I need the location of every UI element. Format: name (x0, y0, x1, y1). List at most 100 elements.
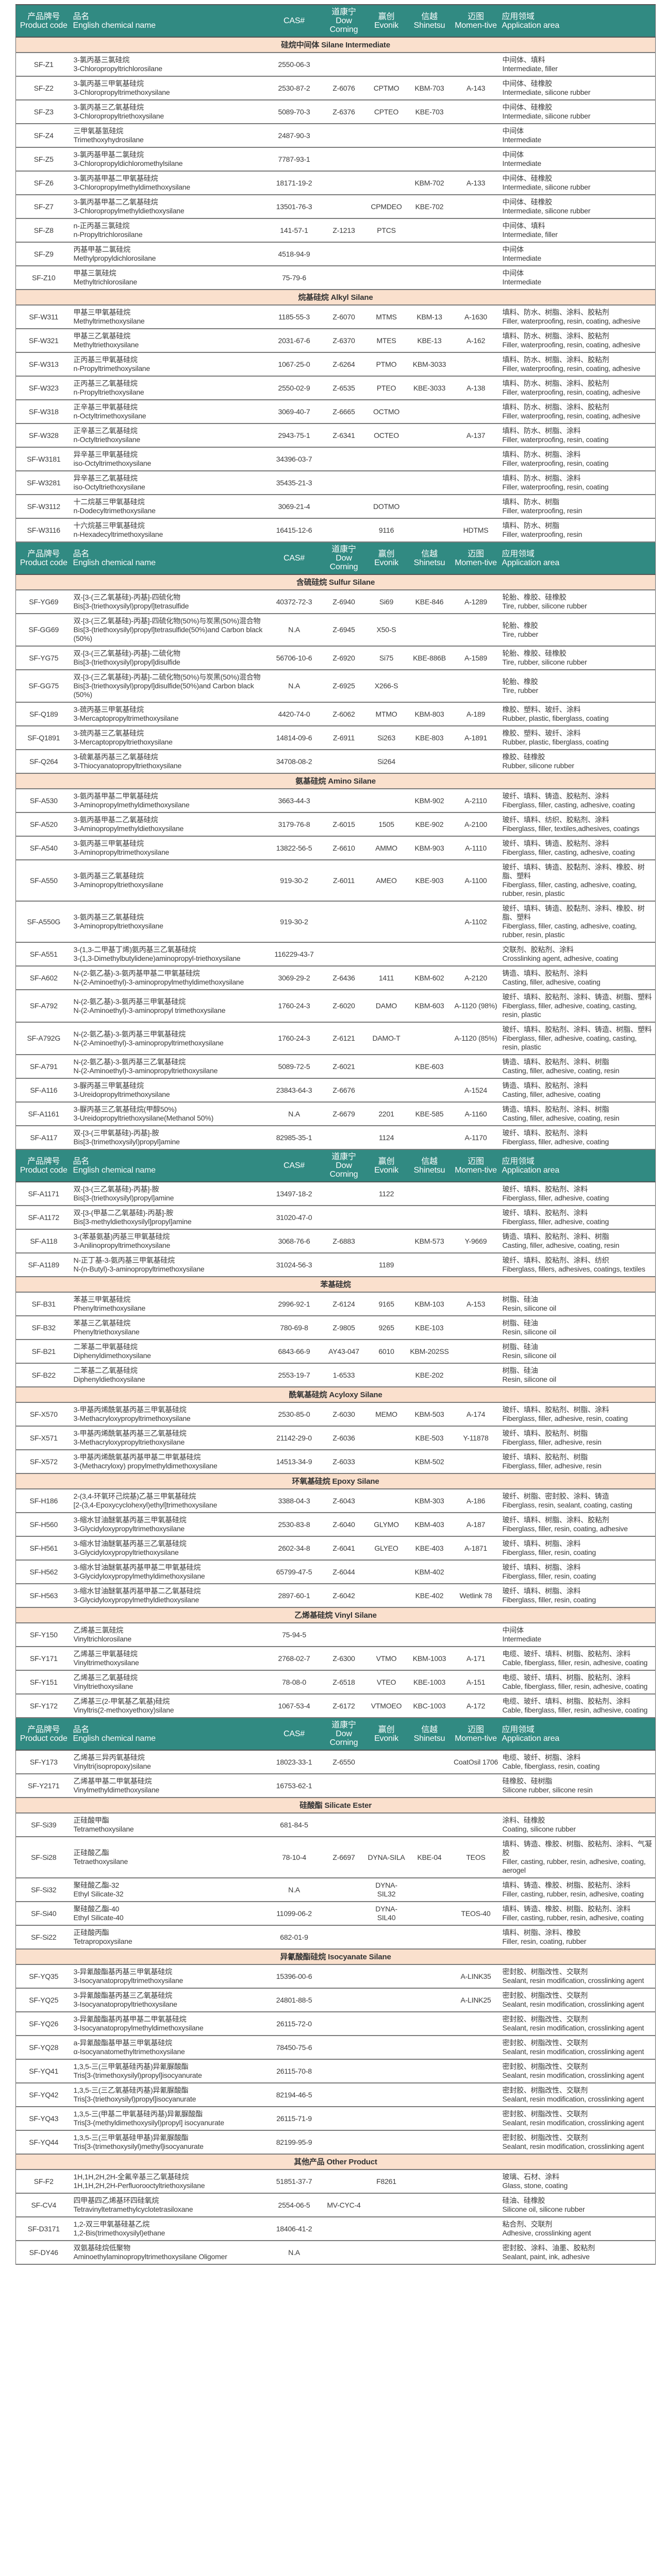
dow-cell: Z-6070 (322, 305, 365, 329)
product-code: SF-A520 (15, 812, 72, 837)
evonik-cell: Si263 (365, 726, 408, 750)
momentive-cell (451, 195, 501, 219)
product-code: SF-W328 (15, 423, 72, 448)
table-row: SF-Y171 乙烯基三甲氧基硅烷 Vinyltrimethoxysilane 276… (15, 1647, 656, 1671)
chemical-name-en: Ethyl Silicate-40 (73, 1913, 124, 1922)
evonik-cell (365, 471, 408, 495)
chemical-name-zh: 双-[3-(三乙氧基硅)-丙基]-二硫化物(50%)与炭黑(50%)混合物 (73, 673, 261, 681)
chemical-name-en: N-(2-Aminoethyl)-3-aminopropyl trimethox… (73, 1006, 226, 1014)
shinetsu-cell (407, 2170, 452, 2194)
application-en: Casting, filler, adhesive, coating, resi… (502, 1066, 620, 1075)
application-en: Glass, stone, coating (502, 2181, 568, 2190)
application-en: Fiberglass, filler, adhesive, coating, c… (502, 1002, 637, 1019)
cas-cell: 26115-70-8 (265, 2059, 323, 2083)
application-area: 密封胶、树脂改性、交联剂 Sealant, resin modification,… (500, 2083, 656, 2107)
evonik-cell: 9116 (365, 518, 408, 543)
table-row: SF-GG75 双-[3-(三乙氧基硅)-丙基]-二硫化物(50%)与炭黑(50%… (15, 670, 656, 703)
cas-cell: 5089-70-3 (265, 100, 323, 124)
momentive-cell: A-1891 (451, 726, 501, 750)
section-title: 苯基硅烷 (15, 1277, 656, 1293)
application-zh: 中间体 (502, 245, 524, 253)
column-header-dow-en: Dow Corning (329, 554, 358, 571)
table-row: SF-W3281 异辛基三乙氧基硅烷 iso-Octyltriethoxysilan… (15, 471, 656, 495)
product-code: SF-B32 (15, 1316, 72, 1340)
chemical-name-zh: 3-甲基丙烯酰氧基丙基甲基二甲氧基硅烷 (73, 1453, 201, 1461)
application-en: Filler, casting, rubber, resin, adhesive… (502, 1890, 644, 1898)
shinetsu-cell (407, 423, 452, 448)
chemical-name: 苯基三乙氧基硅烷 Phenyltriethoxysilane (71, 1316, 266, 1340)
momentive-cell (451, 1206, 501, 1230)
dow-cell: Z-6535 (322, 376, 365, 400)
product-code: SF-H563 (15, 1584, 72, 1608)
column-header-evonik: 赢创 Evonik (365, 4, 408, 38)
momentive-cell (451, 471, 501, 495)
dow-cell: Z-6021 (322, 1055, 365, 1079)
shinetsu-cell (407, 750, 452, 774)
application-en: Filler, waterproofing, resin, coating, a… (502, 317, 641, 325)
chemical-name-zh: 3-氨丙基甲基二甲氧基硅烷 (73, 792, 158, 800)
chemical-name-zh: N-(2-氨乙基)-3-氨丙基三乙氧基硅烷 (73, 1058, 186, 1066)
shinetsu-cell: KBM-1003 (407, 1647, 452, 1671)
application-en: Intermediate (502, 278, 542, 286)
table-row: SF-W3112 十二烷基三甲氧基硅烷 n-Dodecyltrimethoxysil… (15, 495, 656, 519)
application-en: Fiberglass, filler, casting, adhesive, c… (502, 922, 637, 939)
chemical-name-en: Methylpropyldichlorosilane (73, 254, 156, 262)
momentive-cell (451, 100, 501, 124)
evonik-cell (365, 242, 408, 266)
dow-cell: Z-6076 (322, 76, 365, 100)
application-zh: 玻纤、填料、铸造、胶粘剂、涂料 (502, 792, 609, 800)
application-area: 轮胎、橡胶、硅橡胶 Tire, rubber, silicone rubber (500, 646, 656, 670)
cas-cell: N.A (265, 2241, 323, 2265)
application-zh: 填料、铸造、橡胶、树脂、胶粘剂、涂料 (502, 1881, 631, 1889)
chemical-name: 正丙基三甲氧基硅烷 n-Propyltrimethoxysilane (71, 352, 266, 377)
column-header-momentive-zh: 迈图 (468, 549, 484, 558)
shinetsu-cell (407, 1988, 452, 2012)
table-row: SF-Q1891 3-巯丙基三乙氧基硅烷 3-Mercaptopropyltriet… (15, 726, 656, 750)
application-zh: 玻纤、填料、纺织、胶粘剂、涂料 (502, 816, 609, 824)
shinetsu-cell (407, 447, 452, 471)
cas-cell: 919-30-2 (265, 860, 323, 902)
application-zh: 填料、防水、树脂、涂料、胶粘剂 (502, 332, 609, 340)
application-area: 填料、防水、树脂、涂料 Filler, waterproofing, resin,… (500, 447, 656, 471)
product-code: SF-X571 (15, 1426, 72, 1450)
chemical-name-en: Tetraethoxysilane (73, 1857, 128, 1866)
chemical-name-zh: 丙基甲基二氯硅烷 (73, 245, 131, 253)
application-zh: 玻纤、树脂、密封胶、涂料、铸造 (502, 1492, 609, 1500)
column-header-evonik-en: Evonik (374, 558, 398, 567)
chemical-name-en: 3-Anilinopropyltrimethoxysilane (73, 1241, 171, 1249)
chemical-name-en: Diphenyldimethoxysilane (73, 1351, 151, 1360)
application-en: Tire, rubber (502, 686, 539, 694)
shinetsu-cell: KBE-603 (407, 1055, 452, 1079)
cas-cell: 3663-44-3 (265, 789, 323, 813)
application-zh: 玻纤、填料、胶粘剂、树脂 (502, 1453, 588, 1461)
chemical-name: 3-氨丙基三甲氧基硅烷 3-Aminopropyltrimethoxysilane (71, 836, 266, 860)
shinetsu-cell: KBE-803 (407, 726, 452, 750)
chemical-name: 正辛基三乙氧基硅烷 n-Octyltriethoxysilane (71, 423, 266, 448)
application-en: Filler, waterproofing, resin, coating, a… (502, 364, 641, 372)
dow-cell (322, 266, 365, 290)
shinetsu-cell (407, 1182, 452, 1206)
table-row: SF-W3181 异辛基三甲氧基硅烷 iso-Octyltrimethoxysila… (15, 447, 656, 471)
chemical-name-en: 1H,1H,2H,2H-Perfluorooctyltriethoxysilan… (73, 2181, 205, 2190)
column-header-dow: 道康宁 Dow Corning (322, 1717, 365, 1751)
cas-cell: 26115-72-0 (265, 2012, 323, 2036)
application-zh: 玻纤、填料、铸造、胶粘剂、涂料 (502, 839, 609, 848)
cas-cell: 40372-72-3 (265, 590, 323, 614)
application-area: 填料、防水、树脂、涂料 Filler, waterproofing, resin,… (500, 471, 656, 495)
column-header-momentive-zh: 迈图 (468, 12, 484, 21)
chemical-name: 3-氨丙基三乙氧基硅烷 3-Aminopropyltriethoxysilane (71, 901, 266, 943)
column-header-shinetsu-en: Shinetsu (413, 558, 445, 567)
table-row: SF-Y2171 乙烯基甲基二甲氧基硅烷 Vinylmethyldimethoxys… (15, 1774, 656, 1798)
momentive-cell: A-137 (451, 423, 501, 448)
chemical-name-zh: 1,3,5-三(三甲氧基硅甲基)异氰脲酸酯 (73, 2133, 189, 2142)
momentive-cell: A-2100 (451, 812, 501, 837)
chemical-name: N-(2-氨乙基)-3-氨丙基三甲氧基硅烷 N-(2-Aminoethyl)-3-… (71, 990, 266, 1023)
application-en: Resin, silicone oil (502, 1351, 557, 1360)
cas-cell: 1067-53-4 (265, 1694, 323, 1718)
application-zh: 填料、防水、树脂、涂料、胶粘剂 (502, 379, 609, 387)
product-code: SF-W323 (15, 376, 72, 400)
momentive-cell (451, 2107, 501, 2131)
product-code: SF-Si39 (15, 1813, 72, 1837)
dow-cell: Z-6518 (322, 1670, 365, 1694)
chemical-name: N-(2-氨乙基)-3-氨丙基三乙氧基硅烷 N-(2-Aminoethyl)-3-… (71, 1055, 266, 1079)
